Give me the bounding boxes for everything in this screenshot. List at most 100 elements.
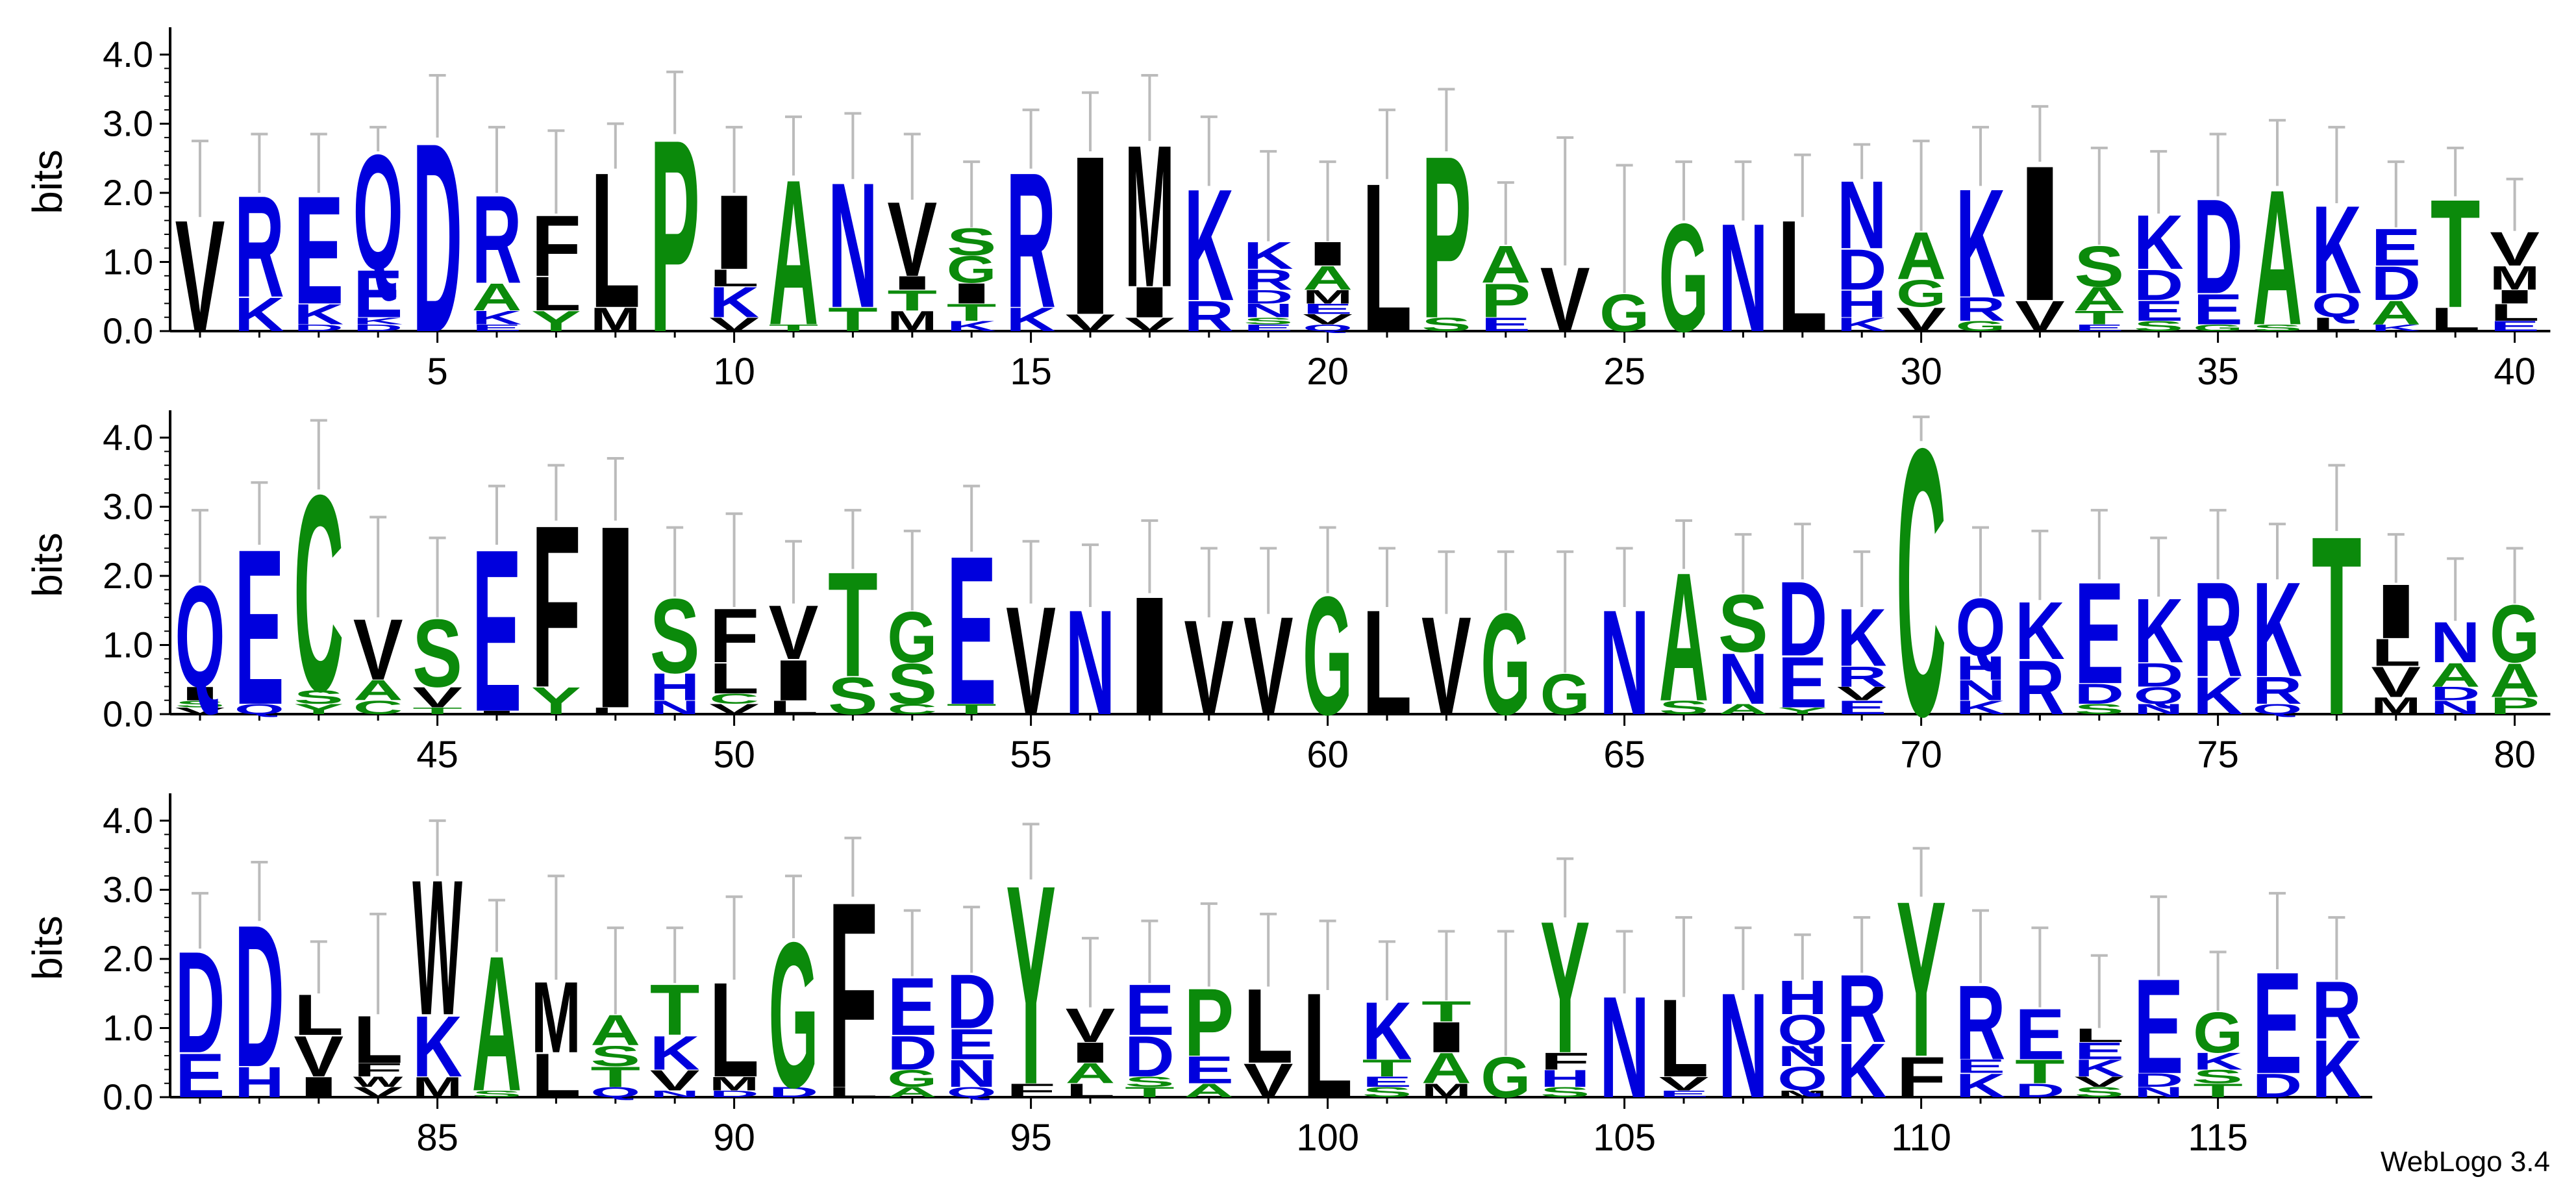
- residue-E: E: [1303, 301, 1353, 317]
- error-bar: [1022, 108, 1040, 169]
- residue-E: E: [1362, 1074, 1412, 1090]
- error-bar: [2387, 160, 2405, 228]
- residue-D: D: [1837, 237, 1887, 302]
- residue-V: V: [294, 1024, 344, 1089]
- residue-G: G: [887, 1065, 937, 1092]
- residue-D: D: [769, 1084, 819, 1100]
- residue-E: E: [1837, 697, 1887, 718]
- error-bar: [1972, 125, 1989, 186]
- residue-A: A: [1481, 235, 1531, 294]
- x-tick-label: 30: [1900, 351, 1942, 393]
- residue-S: S: [590, 1040, 640, 1072]
- residue-Q: Q: [234, 701, 284, 717]
- residue-N: N: [650, 697, 700, 719]
- residue-M: M: [2490, 259, 2540, 297]
- y-tick-label: 2.0: [103, 172, 153, 213]
- error-bar: [2209, 132, 2227, 197]
- residue-A: A: [2431, 656, 2481, 693]
- error-bar: [2269, 523, 2286, 580]
- logo-column-25: G: [1599, 164, 1649, 343]
- error-bar: [1319, 526, 1336, 593]
- residue-V: V: [353, 1084, 403, 1100]
- error-bar: [1912, 140, 1930, 231]
- residue-Q: Q: [2253, 701, 2303, 717]
- residue-N: N: [2134, 1084, 2184, 1100]
- residue-I: I: [887, 272, 937, 293]
- logo-column-15: KR: [1006, 108, 1056, 349]
- residue-R: R: [2193, 554, 2243, 706]
- error-bar: [310, 940, 327, 994]
- residue-D: D: [175, 922, 225, 1084]
- residue-P: P: [1421, 108, 1471, 367]
- error-bar: [963, 906, 981, 973]
- residue-D: D: [1125, 1024, 1175, 1089]
- error-bar: [429, 819, 446, 876]
- residue-T: T: [1362, 1054, 1412, 1082]
- residue-T: T: [947, 701, 997, 717]
- residue-T: T: [1125, 1084, 1175, 1100]
- residue-D: D: [2371, 257, 2421, 311]
- logo-column-43: YSC: [294, 419, 344, 750]
- residue-M: M: [590, 301, 640, 338]
- residue-M: M: [1421, 1080, 1471, 1101]
- residue-I: I: [294, 1071, 344, 1104]
- residue-R: R: [1837, 660, 1887, 693]
- x-tick-label: 100: [1296, 1117, 1359, 1159]
- logo-column-60: G: [1303, 526, 1353, 750]
- residue-D: D: [2253, 1067, 2303, 1104]
- logo-column-2: KR: [234, 132, 284, 341]
- error-bar: [488, 125, 505, 193]
- x-tick-label: 15: [1010, 351, 1052, 393]
- logo-column-92: LF: [828, 836, 878, 1144]
- logo-column-58: V: [1184, 547, 1234, 743]
- residue-S: S: [1244, 316, 1294, 326]
- error-bar: [1557, 857, 1574, 918]
- residue-L: L: [294, 983, 344, 1048]
- x-tick-label: 90: [713, 1117, 755, 1159]
- logo-column-18: RK: [1184, 115, 1234, 340]
- logo-column-117: KR: [2312, 916, 2362, 1115]
- y-tick-label: 4.0: [103, 800, 153, 841]
- logo-column-59: V: [1244, 547, 1294, 744]
- residue-H: H: [1777, 971, 1827, 1025]
- residue-E: E: [1481, 314, 1531, 335]
- residue-K: K: [1956, 1067, 2006, 1104]
- error-bar: [1260, 912, 1277, 987]
- error-bar: [2209, 508, 2227, 580]
- residue-V: V: [1837, 683, 1887, 704]
- residue-Q: Q: [1303, 323, 1353, 334]
- error-bar: [1022, 823, 1040, 880]
- residue-E: E: [2371, 218, 2421, 277]
- logo-column-17: VIM: [1125, 74, 1175, 335]
- logo-column-65: N: [1599, 547, 1649, 747]
- error-bar: [488, 899, 505, 952]
- residue-I: I: [472, 710, 522, 715]
- residue-F: F: [353, 1059, 403, 1080]
- logo-column-70: C: [1896, 370, 1946, 795]
- residue-T: T: [828, 301, 878, 338]
- error-bar: [1853, 143, 1871, 179]
- y-axis-label: bits: [24, 149, 71, 214]
- logo-column-75: KR: [2193, 508, 2243, 726]
- residue-V: V: [412, 681, 462, 713]
- residue-L: L: [769, 697, 819, 718]
- residue-M: M: [1303, 286, 1353, 307]
- residue-K: K: [1244, 234, 1294, 277]
- residue-F: F: [1006, 1080, 1056, 1101]
- residue-R: R: [1956, 963, 2006, 1082]
- residue-T: T: [887, 284, 937, 317]
- x-tick-label: 25: [1603, 351, 1645, 393]
- y-tick-label: 2.0: [103, 938, 153, 979]
- error-bar: [1141, 519, 1158, 593]
- residue-G: G: [769, 900, 819, 1132]
- residue-S: S: [2193, 1066, 2243, 1087]
- residue-R: R: [1837, 955, 1887, 1063]
